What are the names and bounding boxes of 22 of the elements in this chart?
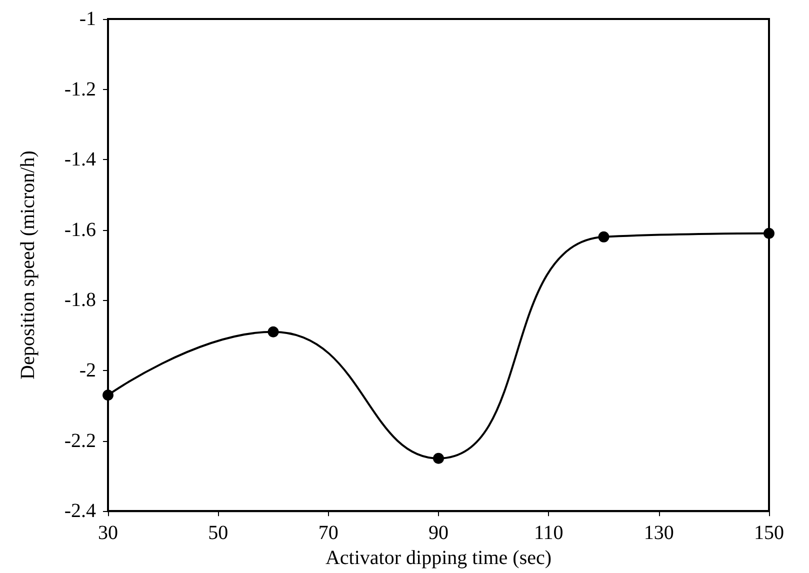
y-tick-label: -1: [79, 8, 96, 30]
point: [102, 390, 114, 401]
y-tick-label: -1.4: [64, 148, 96, 171]
point: [433, 452, 444, 464]
y-tick-label: -1.6: [64, 218, 96, 241]
x-tick-label: 150: [754, 522, 784, 544]
y-axis-title: Deposition speed (micron/h): [17, 150, 39, 380]
point: [268, 326, 279, 338]
y-tick-label: -2.4: [64, 500, 96, 522]
x-tick-label: 90: [428, 522, 448, 544]
point: [598, 231, 610, 242]
x-tick-label: 110: [534, 522, 564, 544]
y-tick-label: -1.8: [64, 289, 96, 312]
y-tick-label: -2: [79, 360, 96, 382]
point: [764, 228, 774, 239]
x-tick-label: 30: [98, 522, 118, 544]
y-tick-label: -2.2: [64, 430, 96, 452]
y-tick-label: -1.2: [64, 78, 96, 100]
x-tick-label: 70: [318, 522, 338, 544]
x-tick-label: 130: [644, 522, 674, 544]
x-tick-label: 50: [208, 522, 228, 544]
x-axis-title: Activator dipping time (sec): [325, 547, 552, 569]
